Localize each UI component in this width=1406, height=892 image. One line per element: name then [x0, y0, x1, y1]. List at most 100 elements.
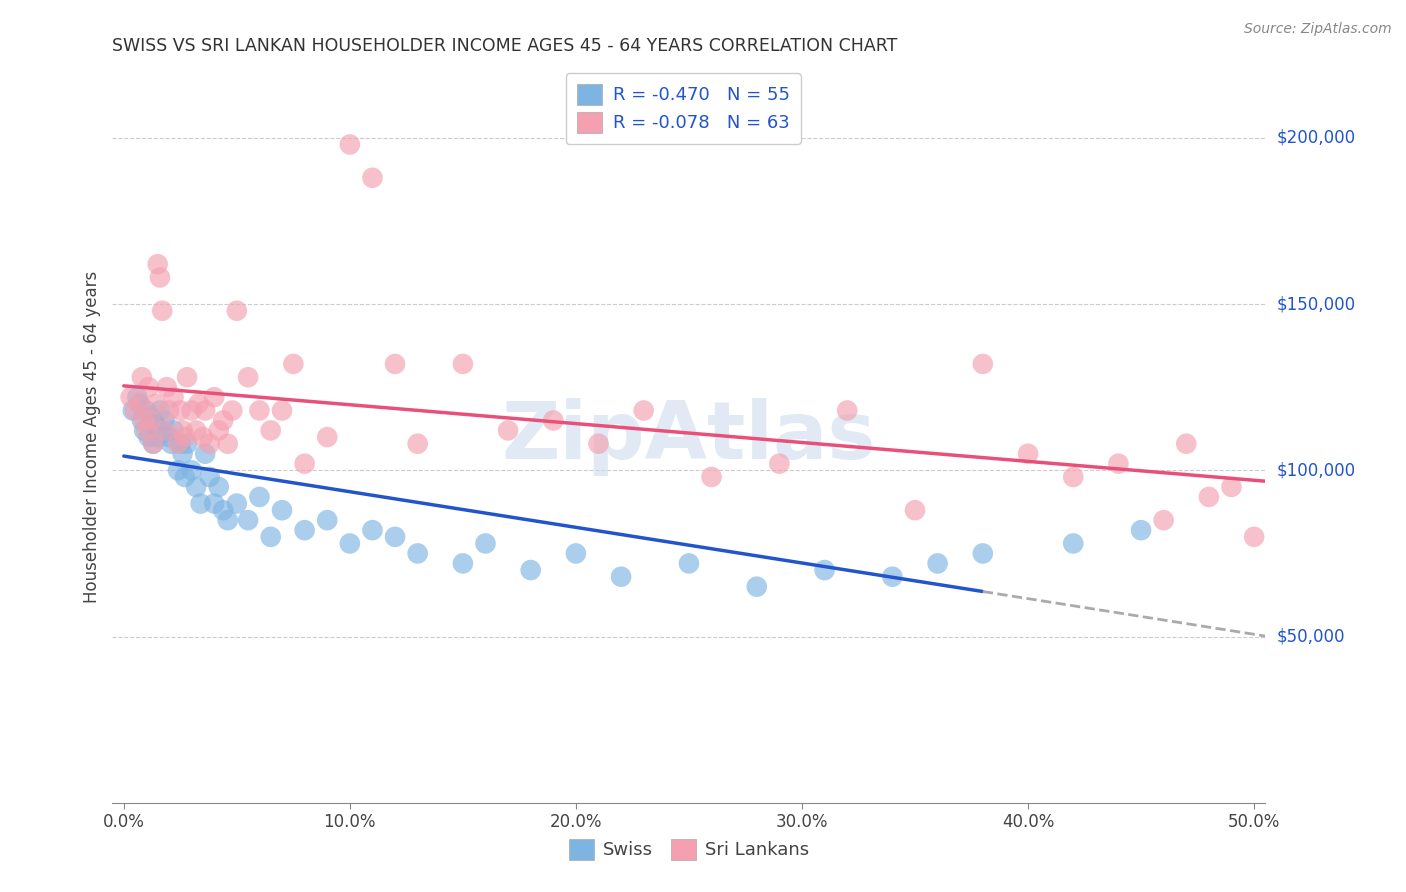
Point: [1153, 513, 1175, 527]
Point: [139, 410, 162, 425]
Point: [260, 424, 283, 438]
Point: [406, 546, 429, 560]
Point: [150, 303, 173, 318]
Point: [131, 413, 153, 427]
Point: [208, 480, 231, 494]
Point: [745, 580, 768, 594]
Point: [565, 546, 588, 560]
Point: [678, 557, 700, 571]
Point: [1062, 470, 1084, 484]
Point: [384, 357, 406, 371]
Point: [316, 513, 339, 527]
Point: [1062, 536, 1084, 550]
Point: [139, 413, 162, 427]
Point: [121, 403, 143, 417]
Point: [904, 503, 927, 517]
Point: [249, 490, 271, 504]
Point: [184, 480, 207, 494]
Point: [474, 536, 496, 550]
Point: [202, 497, 225, 511]
Point: [172, 447, 194, 461]
Point: [173, 430, 195, 444]
Point: [169, 436, 191, 450]
Point: [1107, 457, 1129, 471]
Point: [150, 424, 173, 438]
Point: [271, 503, 294, 517]
Point: [1220, 480, 1243, 494]
Point: [167, 436, 190, 450]
Point: [283, 357, 305, 371]
Point: [361, 523, 384, 537]
Point: [146, 430, 169, 444]
Point: [1130, 523, 1153, 537]
Point: [128, 397, 150, 411]
Point: [142, 436, 165, 450]
Point: [633, 403, 655, 417]
Point: [149, 270, 172, 285]
Point: [236, 513, 259, 527]
Point: [543, 413, 565, 427]
Point: [260, 530, 283, 544]
Point: [1175, 436, 1198, 450]
Point: [339, 536, 361, 550]
Point: [768, 457, 790, 471]
Point: [225, 497, 247, 511]
Point: [149, 403, 172, 417]
Point: [198, 436, 221, 450]
Point: [837, 403, 859, 417]
Point: [221, 403, 243, 417]
Legend: Swiss, Sri Lankans: Swiss, Sri Lankans: [561, 831, 817, 867]
Point: [249, 403, 271, 417]
Point: [972, 546, 994, 560]
Point: [236, 370, 259, 384]
Point: [700, 470, 723, 484]
Point: [451, 557, 474, 571]
Point: [406, 436, 429, 450]
Point: [176, 436, 198, 450]
Point: [384, 530, 406, 544]
Point: [187, 397, 209, 411]
Point: [162, 424, 184, 438]
Point: [131, 370, 153, 384]
Point: [146, 257, 169, 271]
Point: [1198, 490, 1220, 504]
Point: [1243, 530, 1265, 544]
Point: [134, 424, 156, 438]
Point: [217, 436, 239, 450]
Point: [882, 570, 904, 584]
Point: [157, 430, 180, 444]
Point: [145, 417, 167, 431]
Point: [176, 370, 198, 384]
Point: [128, 397, 150, 411]
Point: [294, 523, 316, 537]
Point: [135, 424, 157, 438]
Point: [145, 397, 167, 411]
Text: SWISS VS SRI LANKAN HOUSEHOLDER INCOME AGES 45 - 64 YEARS CORRELATION CHART: SWISS VS SRI LANKAN HOUSEHOLDER INCOME A…: [112, 37, 898, 54]
Point: [184, 424, 207, 438]
Point: [588, 436, 610, 450]
Point: [212, 413, 235, 427]
Point: [972, 357, 994, 371]
Point: [519, 563, 541, 577]
Point: [294, 457, 316, 471]
Y-axis label: Householder Income Ages 45 - 64 years: Householder Income Ages 45 - 64 years: [83, 271, 101, 603]
Point: [190, 497, 212, 511]
Point: [153, 424, 176, 438]
Point: [225, 303, 247, 318]
Point: [153, 413, 176, 427]
Point: [124, 403, 146, 417]
Point: [451, 357, 474, 371]
Point: [198, 470, 221, 484]
Point: [135, 403, 157, 417]
Point: [172, 424, 194, 438]
Point: [127, 390, 149, 404]
Point: [813, 563, 835, 577]
Point: [142, 436, 165, 450]
Text: $50,000: $50,000: [1277, 628, 1346, 646]
Point: [208, 424, 231, 438]
Point: [162, 390, 184, 404]
Point: [180, 463, 202, 477]
Point: [202, 390, 225, 404]
Text: Source: ZipAtlas.com: Source: ZipAtlas.com: [1244, 22, 1392, 37]
Point: [167, 463, 190, 477]
